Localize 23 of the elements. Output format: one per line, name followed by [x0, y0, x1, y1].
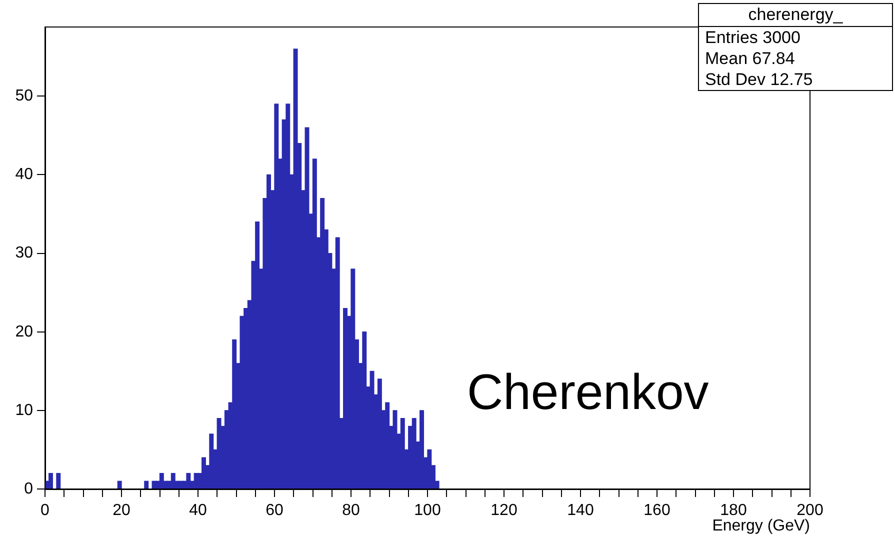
- x-tick-label: 140: [567, 502, 594, 520]
- x-tick-label: 100: [414, 502, 441, 520]
- y-tick-label: 10: [15, 402, 34, 419]
- y-tick-label: 50: [15, 88, 34, 105]
- x-tick-label: 60: [266, 502, 284, 520]
- x-tick-label: 200: [796, 502, 824, 520]
- x-tick-label: 0: [40, 502, 50, 520]
- y-tick-label: 30: [15, 244, 34, 262]
- x-tick-label: 160: [644, 502, 670, 520]
- x-tick-label: 80: [342, 502, 360, 520]
- annotation: Std Dev 12.75: [704, 69, 814, 90]
- x-tick-label: 120: [490, 502, 518, 520]
- x-axis-title: Energy (GeV): [712, 517, 810, 534]
- stats-box: cherenergy_ Entries 3000 Mean 67.84 Std Dev 12.75: [698, 3, 893, 91]
- y-tick-label: 20: [15, 323, 34, 340]
- annotation: Entries 3000: [704, 27, 802, 48]
- annotation: Cherenkov: [467, 363, 709, 421]
- x-tick-label: 180: [720, 502, 747, 520]
- y-tick-label: 40: [15, 166, 34, 184]
- y-tick-label: 0: [24, 480, 34, 498]
- x-tick-label: 40: [189, 502, 207, 520]
- annotation: Mean 67.84: [704, 48, 796, 69]
- x-tick-label: 20: [112, 502, 130, 520]
